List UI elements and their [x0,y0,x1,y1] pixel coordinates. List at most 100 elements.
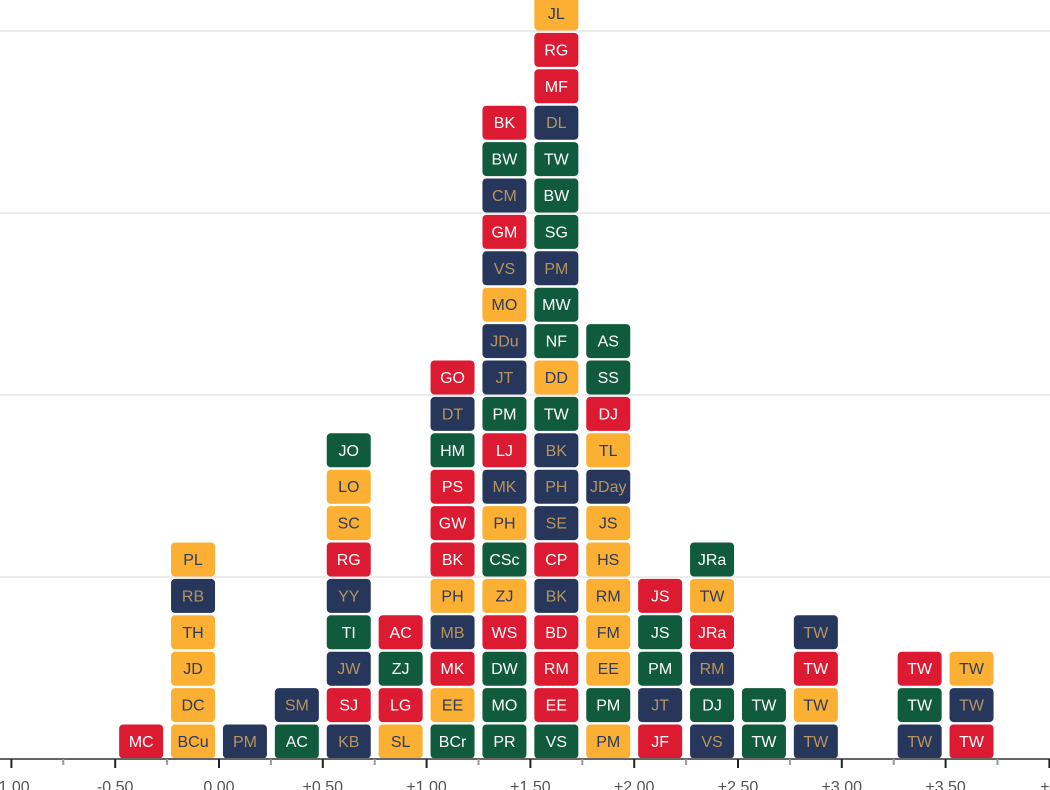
item-box-bg [897,651,942,686]
item-box-bg [430,396,475,431]
item-box-bg [430,724,475,759]
item-box-bg [534,396,579,431]
item-label: BK [546,443,568,460]
item-box-bg [949,688,994,723]
item-label: EE [442,698,463,715]
item-label: BW [492,152,519,169]
item-box-bg [326,724,371,759]
item-box: JF [638,724,683,759]
x-tick-label: +2.00 [614,779,655,790]
item-box-bg [690,724,735,759]
item-box: TW [897,724,942,759]
item-label: HS [597,552,619,569]
item-label: NF [546,334,568,351]
item-box: TW [949,651,994,686]
item-label: BD [545,625,567,642]
item-box-bg [378,724,423,759]
item-box-bg [171,688,216,723]
item-box: BK [482,105,527,140]
item-label: BW [543,188,570,205]
item-label: PH [441,588,463,605]
item-box: GW [430,506,475,541]
item-box: RM [586,578,631,613]
item-label: VS [546,734,567,751]
item-label: TW [700,588,726,605]
item-label: KB [338,734,359,751]
item-label: PM [492,406,516,423]
item-box-bg [378,688,423,723]
item-box-bg [482,324,527,359]
item-label: CM [492,188,517,205]
item-box-bg [534,542,579,577]
item-box-bg [482,506,527,541]
item-label: MO [492,297,518,314]
item-label: SS [598,370,619,387]
item-box: JO [326,433,371,468]
item-box: JS [586,506,631,541]
item-label: BK [494,115,516,132]
item-label: PL [183,552,203,569]
item-label: LO [338,479,359,496]
item-box-bg [482,651,527,686]
item-label: MK [441,661,465,678]
item-box-bg [586,542,631,577]
item-label: JDay [590,479,626,496]
item-label: BK [442,552,464,569]
item-label: TW [907,661,933,678]
x-tick-label: +3.00 [822,779,863,790]
item-box: TH [171,615,216,650]
item-box-bg [534,178,579,213]
item-box: AC [378,615,423,650]
item-label: JT [651,698,669,715]
item-box: TW [741,688,786,723]
item-box-bg [171,651,216,686]
item-box-bg [534,105,579,140]
item-label: SL [391,734,411,751]
item-box: PM [534,251,579,286]
item-box-bg [274,724,319,759]
item-box: AC [274,724,319,759]
item-box: VS [482,251,527,286]
item-label: EE [598,661,619,678]
item-box-bg [638,724,683,759]
x-tick-label: +2.50 [718,779,759,790]
item-label: TW [752,734,778,751]
item-box: AS [586,324,631,359]
item-box-bg [534,142,579,177]
item-box-bg [690,615,735,650]
item-box-bg [482,578,527,613]
item-label: DW [491,661,519,678]
item-box-bg [326,615,371,650]
item-label: TW [803,734,829,751]
item-label: JRa [698,625,727,642]
item-label: PS [442,479,463,496]
x-tick-label: -0.50 [97,779,134,790]
x-tick-label: +4 [1040,779,1050,790]
item-box: DT [430,396,475,431]
item-box-bg [326,542,371,577]
item-label: JD [183,661,203,678]
item-box-bg [534,287,579,322]
item-label: VS [701,734,722,751]
item-box-bg [949,724,994,759]
item-box-bg [793,615,838,650]
item-box: BW [534,178,579,213]
item-box-bg [638,651,683,686]
item-box: LO [326,469,371,504]
item-box: JDu [482,324,527,359]
item-label: RG [337,552,361,569]
item-box-bg [586,433,631,468]
item-box-bg [430,578,475,613]
item-box: PS [430,469,475,504]
item-box-bg [482,542,527,577]
item-box-bg [586,324,631,359]
item-box: TI [326,615,371,650]
item-label: PM [648,661,672,678]
item-box-bg [222,724,267,759]
item-box-bg [793,724,838,759]
item-label: JRa [698,552,727,569]
item-label: BCr [439,734,467,751]
item-label: AC [390,625,412,642]
item-box: MW [534,287,579,322]
item-label: JS [651,625,670,642]
